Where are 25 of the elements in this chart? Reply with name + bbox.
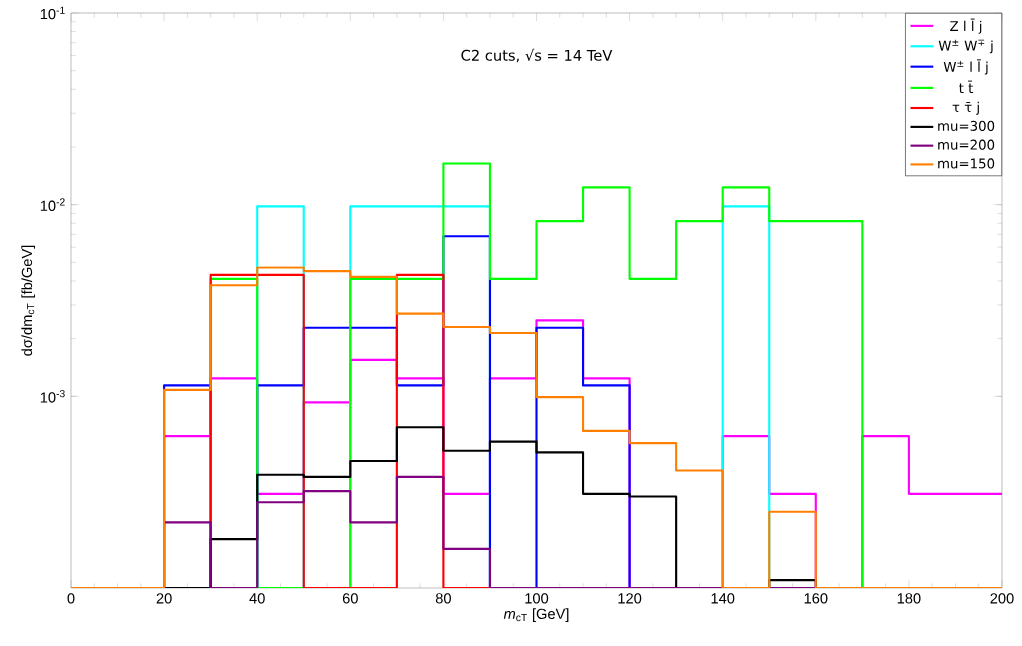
x-tick-label: 0 xyxy=(67,593,75,604)
x-tick-label: 140 xyxy=(711,593,735,604)
y-tick-label: 10$^{-1}$ xyxy=(40,6,65,20)
x-tick-label: 160 xyxy=(804,593,828,604)
legend-label: mu=300 xyxy=(938,120,995,131)
y-tick-label: 10$^{-2}$ xyxy=(40,198,65,211)
x-tick-label: 80 xyxy=(435,593,451,604)
x-tick-label: 100 xyxy=(525,593,549,604)
legend-label: Z l l̄ j xyxy=(950,18,982,34)
x-tick-label: 200 xyxy=(990,593,1014,604)
x-tick-label: 180 xyxy=(897,593,921,604)
annotation: C2 cuts, √s = 14 TeV xyxy=(461,48,613,63)
y-axis-title: dσ/dm$_{cT}$ [fb/GeV] xyxy=(21,245,36,356)
x-tick-label: 20 xyxy=(156,593,172,604)
y-tick-label: 10$^{-3}$ xyxy=(40,390,65,403)
legend-label: mu=150 xyxy=(938,158,995,169)
x-tick-label: 60 xyxy=(342,593,358,604)
legend-label: mu=200 xyxy=(938,139,995,150)
legend-label: W$^{±}$ W$^{∓}$ j xyxy=(938,39,993,54)
x-axis-title: m$_{cT}$ [GeV] xyxy=(503,608,569,622)
legend-label: t t̄ xyxy=(959,80,974,93)
x-tick-label: 120 xyxy=(618,593,642,604)
x-tick-label: 40 xyxy=(249,593,265,604)
legend-label: W$^{±}$ l l̄ j xyxy=(943,59,988,75)
legend-label: τ τ̄ j xyxy=(952,101,979,115)
